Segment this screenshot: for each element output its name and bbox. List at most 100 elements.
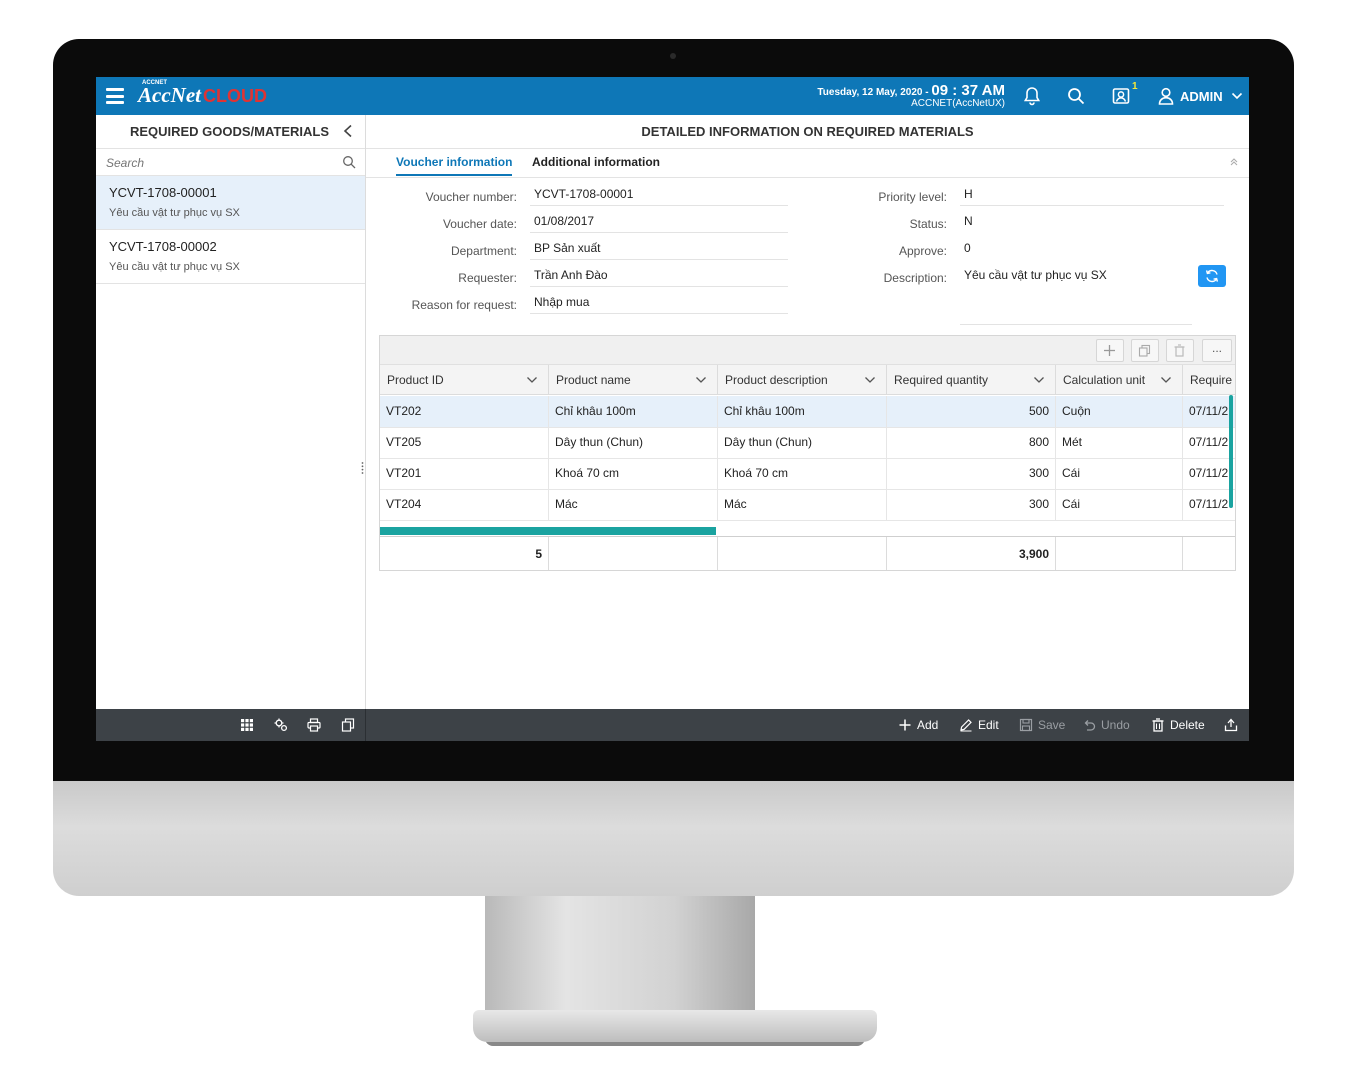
grid-more-button[interactable]: ... [1202,339,1232,362]
requester-field[interactable]: Trần Anh Đào [530,266,788,287]
tab-voucher-information[interactable]: Voucher information [396,155,513,176]
edit-label: Edit [978,718,999,732]
logo-small-text: ACCNET [142,80,167,86]
table-row[interactable]: VT204 Mác Mác 300 Cái 07/11/2 [380,489,1235,521]
settings-icon[interactable] [274,718,288,732]
list-item[interactable]: YCVT-1708-00002 Yêu cầu vật tư phục vụ S… [96,230,365,284]
trash-icon [1174,344,1185,357]
grid-icon[interactable] [240,718,254,732]
department-label: Department: [450,244,517,258]
column-header-product-id[interactable]: Product ID [380,365,549,395]
app-screen: ACCNET AccNet CLOUD Tuesday, 12 May, 2020… [96,77,1249,741]
plus-icon [1104,345,1115,356]
cell-required-quantity: 500 [887,396,1056,427]
column-header-product-description[interactable]: Product description [718,365,887,395]
materials-grid: ... Product ID Product name Product desc… [379,335,1236,571]
priority-label: Priority level: [878,190,947,204]
save-button[interactable]: Save [1019,718,1065,734]
approve-field[interactable]: 0 [964,241,971,255]
contact-icon[interactable] [1111,86,1131,106]
undo-button[interactable]: Undo [1082,718,1130,734]
table-row[interactable]: VT201 Khoá 70 cm Khoá 70 cm 300 Cái 07/1… [380,458,1235,490]
collapse-up-icon[interactable] [1229,157,1239,167]
undo-icon [1084,720,1096,731]
list-item[interactable]: YCVT-1708-00001 Yêu cầu vật tư phục vụ S… [96,176,365,230]
bell-icon[interactable] [1022,86,1042,106]
voucher-date-field[interactable]: 01/08/2017 [530,212,788,233]
cell-calculation-unit: Cuộn [1056,396,1183,427]
description-label: Description: [883,271,947,285]
cell-required-quantity: 800 [887,427,1056,458]
vertical-scrollbar[interactable] [1229,395,1233,508]
edit-button[interactable]: Edit [959,718,999,734]
list-item-desc: Yêu cầu vật tư phục vụ SX [109,261,240,273]
search-icon[interactable] [1066,86,1086,106]
table-row[interactable]: VT202 Chỉ khâu 100m Chỉ khâu 100m 500 Cu… [380,396,1235,428]
print-icon[interactable] [307,718,321,732]
column-header-calculation-unit[interactable]: Calculation unit [1056,365,1183,395]
requester-label: Requester: [458,271,517,285]
cell-required-quantity: 300 [887,489,1056,520]
cell-product-name: Mác [549,489,718,520]
tab-additional-information[interactable]: Additional information [532,155,660,169]
voucher-number-field[interactable]: YCVT-1708-00001 [530,185,788,206]
cell-product-id: VT201 [380,458,549,489]
cell-product-name: Khoá 70 cm [549,458,718,489]
description-field[interactable]: Yêu cầu vật tư phục vụ SX [960,266,1192,325]
cell-product-description: Dây thun (Chun) [718,427,887,458]
menu-icon[interactable] [106,88,124,104]
cell-calculation-unit: Cái [1056,458,1183,489]
plus-icon [899,719,911,731]
search-icon[interactable] [342,155,356,169]
camera [670,53,676,59]
horizontal-scrollbar[interactable] [380,527,716,535]
user-icon [1158,87,1174,105]
column-header-required-date[interactable]: Require [1183,365,1235,395]
action-bar: Add Edit Save Undo Delete [366,709,1249,741]
copy-icon[interactable] [341,718,355,732]
delete-button[interactable]: Delete [1151,718,1205,734]
date-time-separator: - [922,87,932,98]
save-label: Save [1038,718,1066,732]
priority-field[interactable]: H [960,185,1224,206]
footer-cell-empty [549,537,718,570]
add-button[interactable]: Add [898,718,938,734]
pencil-icon [960,719,972,732]
chevron-down-icon [865,377,875,383]
chevron-left-icon[interactable] [342,124,354,138]
save-icon [1019,718,1033,732]
department-field[interactable]: BP Sản xuất [530,239,788,260]
export-icon[interactable] [1224,718,1238,732]
table-row[interactable]: VT205 Dây thun (Chun) Dây thun (Chun) 80… [380,427,1235,459]
grid-delete-button[interactable] [1166,339,1194,362]
chevron-down-icon [527,377,537,383]
refresh-button[interactable] [1198,265,1226,287]
footer-cell-empty [1183,537,1235,570]
tab-bar: Voucher information Additional informati… [366,149,1249,178]
date-text: Tuesday, 12 May, 2020 [817,87,923,98]
search-input[interactable] [104,153,328,173]
cell-required-date: 07/11/2 [1189,497,1229,511]
column-header-product-name[interactable]: Product name [549,365,718,395]
cell-product-name: Dây thun (Chun) [549,427,718,458]
cell-product-description: Chỉ khâu 100m [718,396,887,427]
monitor-stand-foot [473,1010,877,1042]
column-header-required-quantity[interactable]: Required quantity [887,365,1056,395]
splitter-handle[interactable] [361,461,364,475]
monitor-chin [53,781,1294,896]
grid-add-button[interactable] [1096,339,1124,362]
cell-product-name: Chỉ khâu 100m [549,396,718,427]
reason-field[interactable]: Nhập mua [530,293,788,314]
copy-icon [1138,344,1151,357]
cell-required-quantity: 300 [887,458,1056,489]
left-panel-title-text: REQUIRED GOODS/MATERIALS [129,124,330,139]
monitor-stand-neck [485,896,755,1016]
grid-copy-button[interactable] [1131,339,1159,362]
search-box [96,149,365,176]
cell-calculation-unit: Cái [1056,489,1183,520]
status-label: Status: [909,217,947,231]
status-field[interactable]: N [964,214,973,228]
cell-required-date: 07/11/2 [1189,404,1229,418]
approve-label: Approve: [898,244,947,258]
left-bottom-toolbar [96,709,366,741]
